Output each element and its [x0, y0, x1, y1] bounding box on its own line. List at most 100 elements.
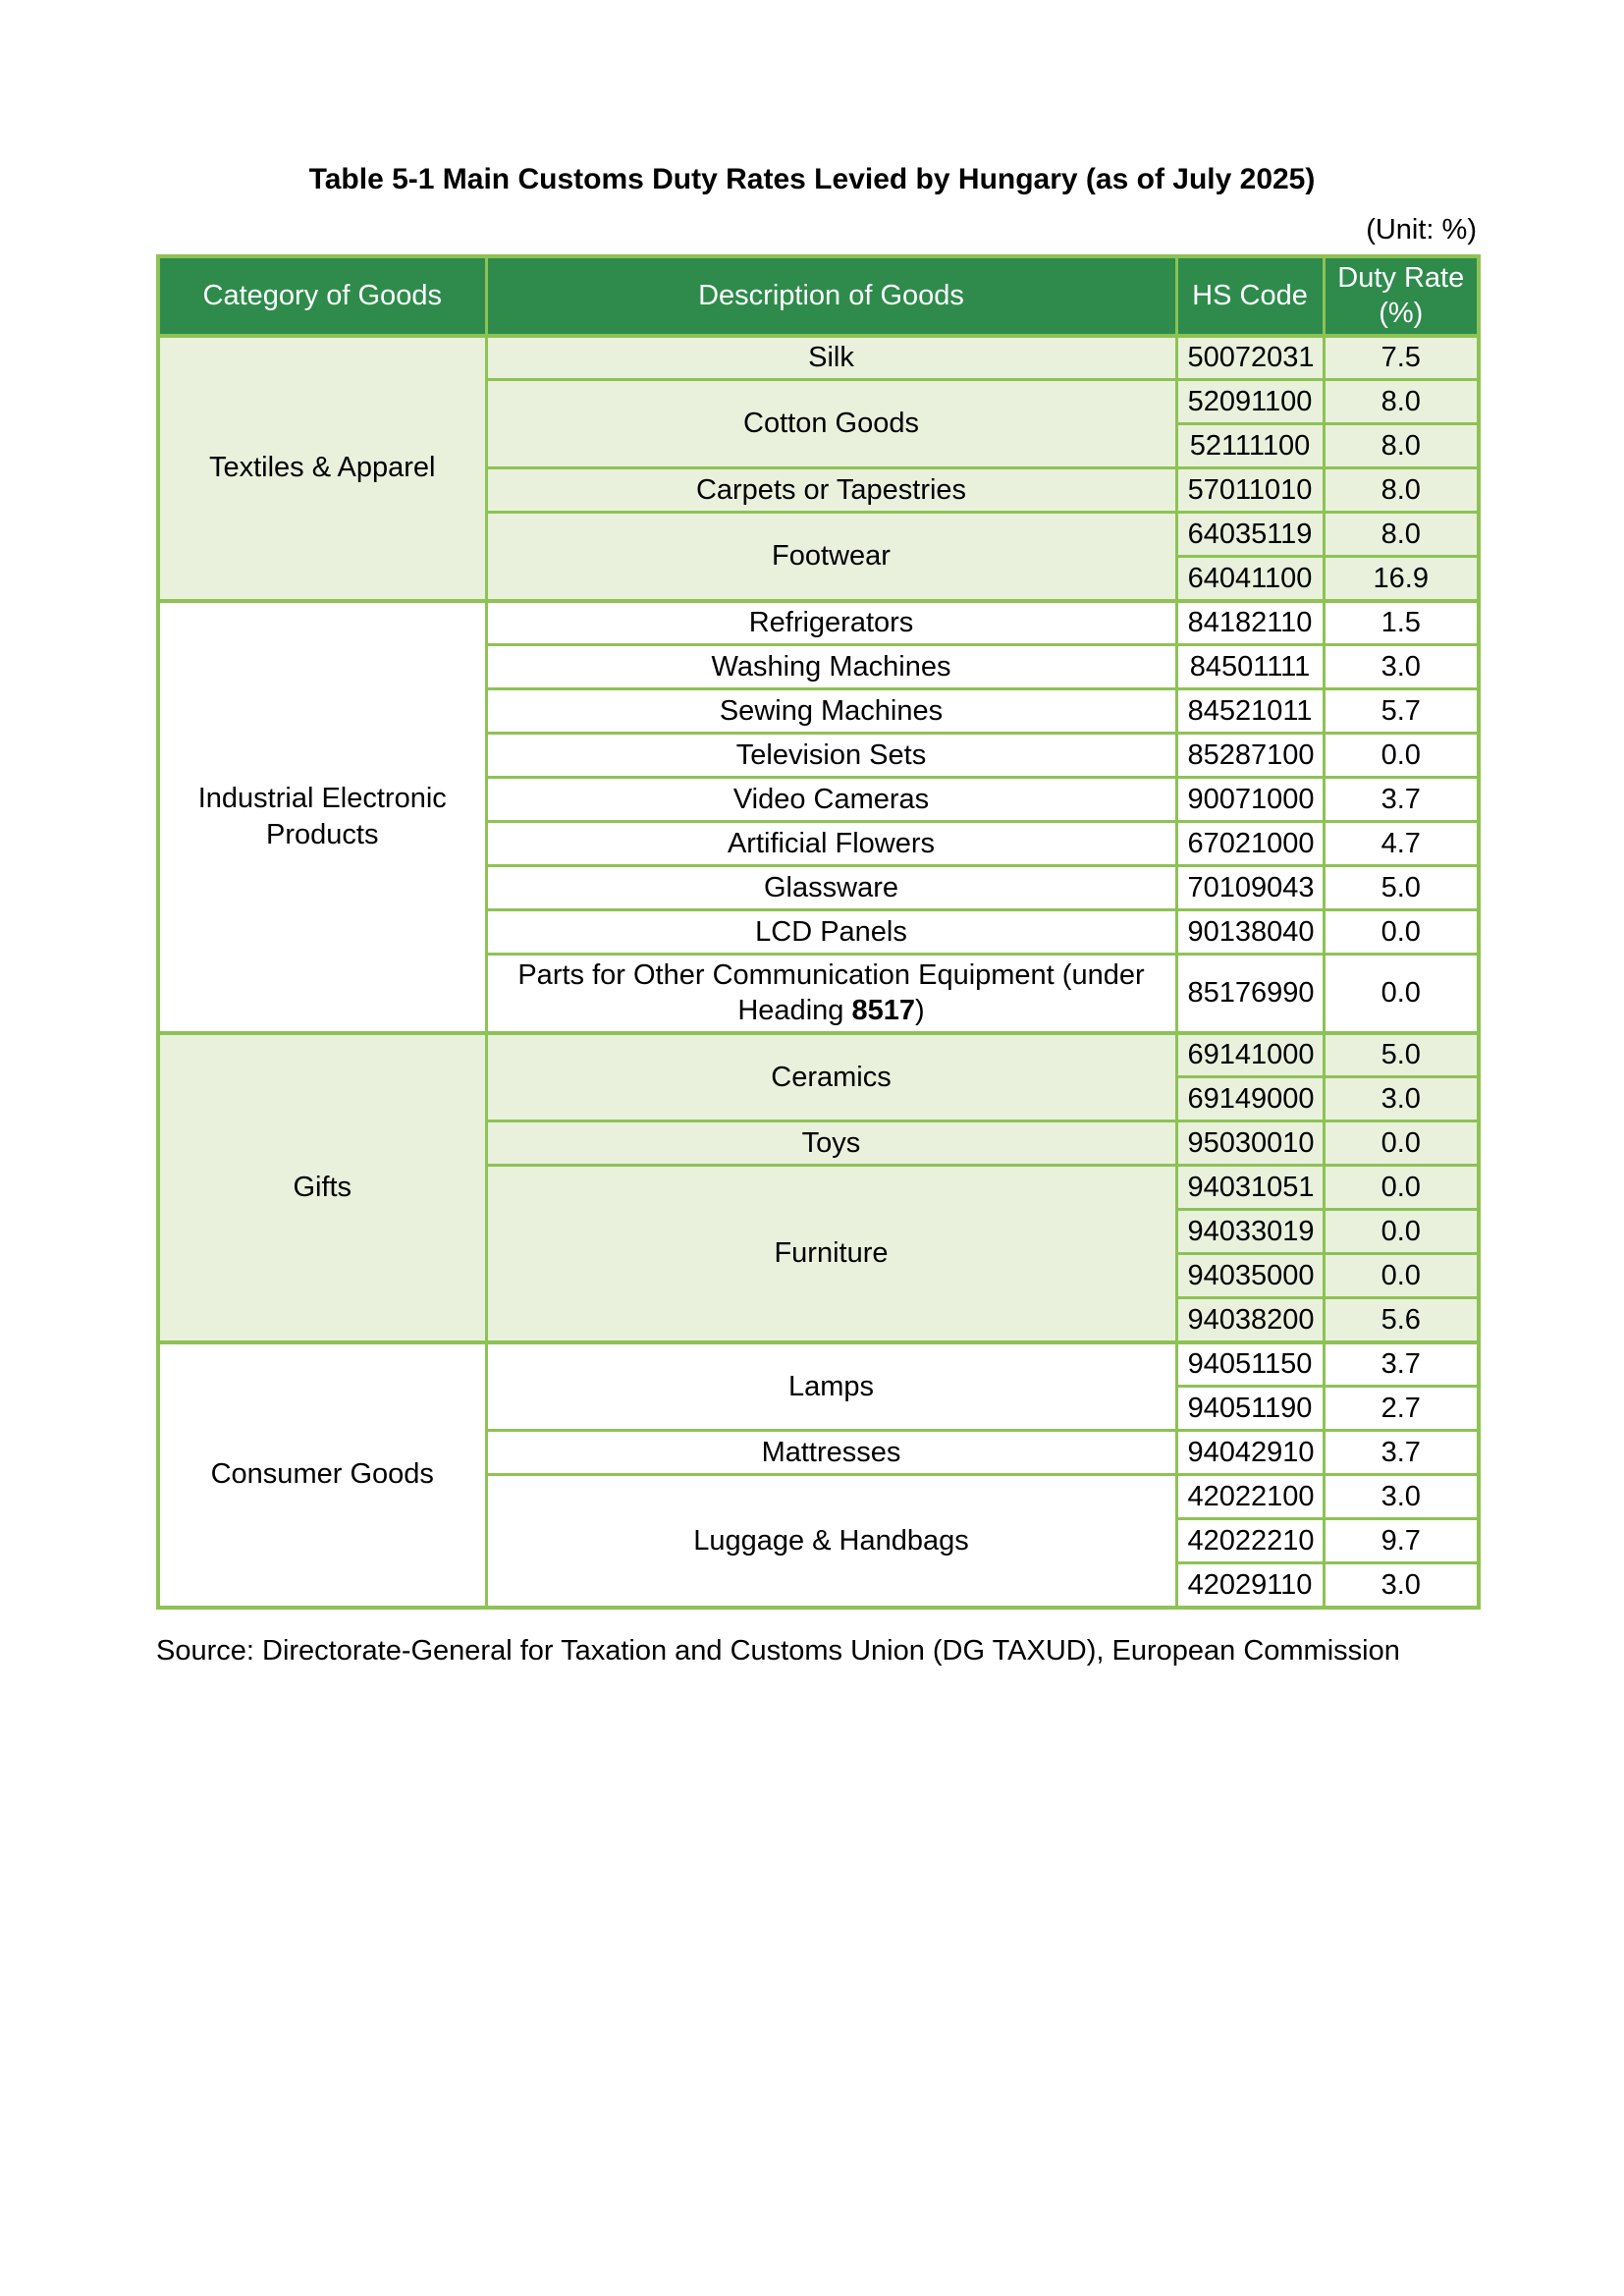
hs-code-cell: 94031051 — [1174, 1164, 1326, 1211]
description-cell: Lamps — [484, 1339, 1178, 1432]
description-cell: Toys — [484, 1120, 1178, 1167]
unit-note: (Unit: %) — [1366, 214, 1477, 246]
table-row: 64041100 16.9 — [158, 555, 1481, 602]
duty-rate-cell: 0.0 — [1322, 953, 1481, 1034]
description-cell: Furniture — [484, 1164, 1178, 1343]
hs-code-cell: 84521011 — [1174, 687, 1326, 735]
duty-rate-cell: 0.0 — [1322, 1208, 1481, 1255]
duty-rate-cell: 3.0 — [1322, 643, 1481, 690]
description-cell: Refrigerators — [484, 598, 1178, 646]
customs-duty-table: Category of Goods Description of Goods H… — [156, 254, 1481, 1610]
table-row: Luggage & Handbags 42022100 3.0 — [158, 1473, 1481, 1609]
description-cell: Luggage & Handbags — [484, 1473, 1178, 1609]
table-row: 42029110 3.0 — [158, 1561, 1481, 1609]
duty-rate-cell: 3.0 — [1322, 1561, 1481, 1609]
duty-rate-cell: 16.9 — [1322, 555, 1481, 602]
table-row: Gifts Ceramics 69141000 5.0 — [156, 1030, 1481, 1343]
duty-rate-cell: 8.0 — [1322, 466, 1481, 514]
duty-rate-cell: 8.0 — [1322, 378, 1481, 425]
hs-code-cell: 95030010 — [1174, 1120, 1326, 1167]
description-cell: Sewing Machines — [484, 687, 1178, 735]
description-cell: Carpets or Tapestries — [484, 466, 1178, 514]
hs-code-cell: 84182110 — [1174, 598, 1326, 646]
hs-code-cell: 90071000 — [1174, 776, 1326, 823]
hs-code-cell: 94042910 — [1174, 1429, 1326, 1476]
hs-code-cell: 69149000 — [1174, 1075, 1326, 1122]
description-cell: Glassware — [484, 864, 1178, 911]
table-row: Industrial Electronic Products Refrigera… — [156, 598, 1481, 1034]
description-cell: Footwear — [484, 511, 1178, 602]
hs-code-cell: 57011010 — [1174, 466, 1326, 514]
duty-rate-cell: 0.0 — [1322, 908, 1481, 956]
duty-rate-cell: 5.7 — [1322, 687, 1481, 735]
table-row: Parts for Other Communication Equipment … — [158, 953, 1481, 1034]
description-cell: Cotton Goods — [484, 378, 1178, 469]
hs-code-cell: 94035000 — [1174, 1252, 1326, 1299]
hs-code-cell: 67021000 — [1174, 820, 1326, 867]
description-text: ) — [914, 995, 925, 1027]
table-row: 52111100 8.0 — [158, 422, 1481, 469]
description-cell: Ceramics — [484, 1030, 1178, 1122]
page-title: Table 5-1 Main Customs Duty Rates Levied… — [308, 163, 1316, 195]
duty-rate-cell: 1.5 — [1322, 598, 1481, 646]
hs-code-cell: 42022100 — [1174, 1473, 1326, 1520]
duty-rate-cell: 0.0 — [1322, 732, 1481, 779]
table-row: Carpets or Tapestries 57011010 8.0 — [158, 466, 1481, 514]
table-row: Toys 95030010 0.0 — [158, 1120, 1481, 1167]
table-row: 69149000 3.0 — [158, 1075, 1481, 1122]
col-header-duty-rate: Duty Rate (%) — [1322, 254, 1481, 338]
col-header-hs-code: HS Code — [1174, 254, 1326, 338]
description-text: Parts for Other Communication Equipment … — [517, 959, 1145, 1027]
table-row: 94038200 5.6 — [158, 1296, 1481, 1343]
category-cell: Textiles & Apparel — [156, 333, 488, 602]
category-cell: Gifts — [156, 1030, 488, 1343]
hs-code-cell: 94033019 — [1174, 1208, 1326, 1255]
table-row: Consumer Goods Lamps 94051150 3.7 — [156, 1339, 1481, 1609]
duty-rate-cell: 3.7 — [1322, 1339, 1481, 1388]
table-row: LCD Panels 90138040 0.0 — [158, 908, 1481, 956]
description-cell: Washing Machines — [484, 643, 1178, 690]
duty-rate-cell: 9.7 — [1322, 1517, 1481, 1564]
description-cell: Mattresses — [484, 1429, 1178, 1476]
col-header-category: Category of Goods — [156, 254, 488, 338]
hs-code-cell: 94051150 — [1174, 1339, 1326, 1388]
duty-rate-cell: 3.0 — [1322, 1075, 1481, 1122]
duty-rate-cell: 2.7 — [1322, 1385, 1481, 1432]
hs-code-cell: 69141000 — [1174, 1030, 1326, 1078]
hs-code-cell: 42022210 — [1174, 1517, 1326, 1564]
duty-rate-cell: 3.7 — [1322, 776, 1481, 823]
table-row: Furniture 94031051 0.0 — [158, 1164, 1481, 1343]
description-bold-text: 8517 — [851, 995, 915, 1027]
hs-code-cell: 70109043 — [1174, 864, 1326, 911]
hs-code-cell: 94051190 — [1174, 1385, 1326, 1432]
table-row: Footwear 64035119 8.0 — [158, 511, 1481, 602]
description-cell: Television Sets — [484, 732, 1178, 779]
col-header-description: Description of Goods — [484, 254, 1178, 338]
duty-rate-cell: 0.0 — [1322, 1252, 1481, 1299]
table-row: Textiles & Apparel Silk 50072031 7.5 — [156, 333, 1481, 602]
table-row: Video Cameras 90071000 3.7 — [158, 776, 1481, 823]
hs-code-cell: 90138040 — [1174, 908, 1326, 956]
duty-rate-cell: 5.6 — [1322, 1296, 1481, 1343]
hs-code-cell: 85176990 — [1174, 953, 1326, 1034]
description-cell: LCD Panels — [484, 908, 1178, 956]
duty-rate-cell: 8.0 — [1322, 422, 1481, 469]
duty-rate-cell: 3.7 — [1322, 1429, 1481, 1476]
hs-code-cell: 50072031 — [1174, 333, 1326, 381]
hs-code-cell: 85287100 — [1174, 732, 1326, 779]
category-cell: Industrial Electronic Products — [156, 598, 488, 1034]
hs-code-cell: 52111100 — [1174, 422, 1326, 469]
duty-rate-cell: 4.7 — [1322, 820, 1481, 867]
hs-code-cell: 94038200 — [1174, 1296, 1326, 1343]
table-row: Television Sets 85287100 0.0 — [158, 732, 1481, 779]
table-header-row: Category of Goods Description of Goods H… — [156, 254, 1481, 338]
description-cell: Artificial Flowers — [484, 820, 1178, 867]
table-row: 94033019 0.0 — [158, 1208, 1481, 1255]
hs-code-cell: 64035119 — [1174, 511, 1326, 558]
duty-rate-cell: 0.0 — [1322, 1164, 1481, 1211]
table-row: Artificial Flowers 67021000 4.7 — [158, 820, 1481, 867]
table-row: Cotton Goods 52091100 8.0 — [158, 378, 1481, 469]
duty-rate-cell: 5.0 — [1322, 864, 1481, 911]
description-cell: Silk — [484, 333, 1178, 381]
source-note: Source: Directorate-General for Taxation… — [156, 1634, 1400, 1667]
